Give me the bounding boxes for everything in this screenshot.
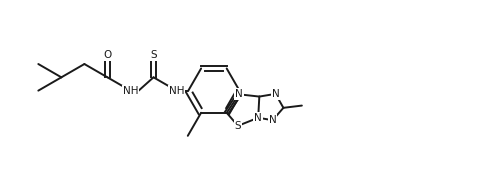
Text: O: O	[104, 50, 112, 60]
Text: NH: NH	[123, 86, 138, 96]
Text: N: N	[269, 115, 277, 125]
Text: N: N	[235, 89, 243, 99]
Text: N: N	[272, 89, 279, 99]
Text: N: N	[254, 113, 262, 123]
Text: S: S	[150, 50, 157, 60]
Text: S: S	[235, 121, 241, 131]
Text: NH: NH	[169, 86, 184, 96]
